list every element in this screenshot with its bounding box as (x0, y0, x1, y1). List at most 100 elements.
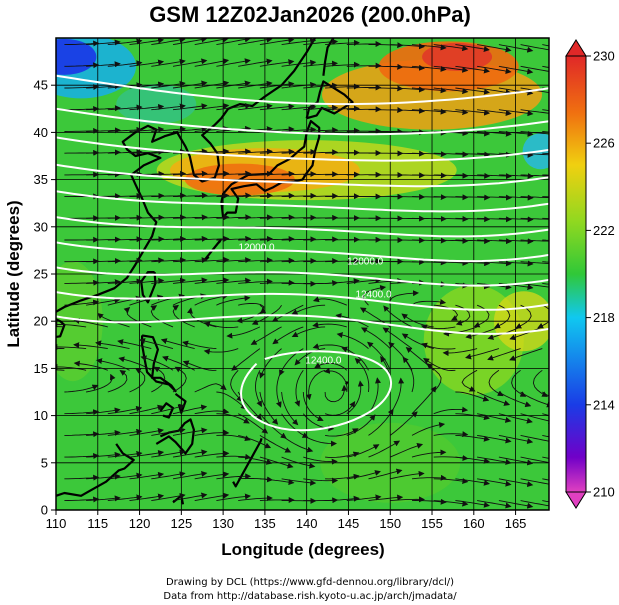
streamline (537, 304, 549, 329)
streamline (389, 411, 418, 436)
streamline (303, 38, 339, 46)
contour-label: 12400.0 (355, 290, 392, 301)
height-contour (56, 74, 549, 106)
streamline (498, 478, 534, 488)
streamline (324, 401, 356, 416)
streamline (477, 500, 512, 509)
streamline (194, 383, 227, 393)
y-tick-label: 30 (34, 219, 48, 234)
streamline (411, 498, 447, 505)
contour-label: 12000.0 (238, 242, 275, 253)
streamline (433, 151, 469, 158)
streamline (172, 58, 208, 67)
streamline (216, 80, 251, 89)
streamline (107, 149, 143, 156)
y-axis-label: Latitude (degrees) (4, 200, 23, 347)
streamline (368, 377, 381, 414)
colorbar-tick-label: 230 (593, 49, 615, 64)
streamline (498, 109, 534, 117)
streamline (56, 344, 87, 350)
streamline (346, 494, 382, 502)
chart-title: GSM 12Z02Jan2026 (200.0hPa) (149, 2, 471, 27)
streamline (303, 258, 339, 265)
streamline (64, 40, 100, 47)
streamline (151, 126, 186, 133)
streamline (433, 431, 469, 438)
height-contour (56, 190, 549, 213)
streamline (324, 384, 348, 403)
y-tick-label: 0 (41, 503, 48, 518)
streamline (487, 348, 521, 361)
streamline (194, 471, 230, 480)
streamline (86, 429, 121, 436)
streamline (281, 236, 317, 243)
streamline (259, 236, 295, 243)
streamline (488, 369, 504, 397)
streamline (151, 103, 186, 111)
streamline (238, 235, 273, 242)
streamline (64, 431, 100, 438)
streamline (325, 473, 360, 480)
streamline (129, 214, 165, 221)
streamline (86, 473, 121, 480)
credit-line-2: Data from http://database.rish.kyoto-u.a… (163, 591, 457, 602)
streamline (64, 279, 100, 286)
streamline (433, 44, 469, 52)
height-contour (56, 163, 549, 188)
streamline (216, 453, 252, 460)
streamline (203, 348, 239, 355)
credit-line-1: Drawing by DCL (https://www.gfd-dennou.o… (166, 577, 454, 588)
streamline (433, 194, 469, 201)
streamline (140, 355, 174, 371)
streamline (520, 413, 549, 424)
streamline (259, 435, 292, 453)
y-tick-label: 20 (34, 314, 48, 329)
streamline (259, 348, 282, 379)
streamline (107, 450, 143, 458)
streamline (107, 126, 143, 133)
streamline (151, 471, 186, 480)
streamline (151, 403, 186, 415)
streamline (151, 492, 186, 502)
streamline (194, 429, 230, 436)
streamline (346, 470, 381, 480)
streamline (390, 496, 425, 503)
streamline (455, 391, 490, 402)
streamline (238, 148, 273, 155)
streamline (455, 216, 491, 223)
streamline (139, 338, 174, 350)
streamline (107, 428, 143, 436)
streamline (56, 321, 87, 328)
streamline (129, 192, 165, 199)
streamline (129, 368, 146, 393)
streamline (194, 293, 229, 306)
streamline (151, 192, 187, 199)
y-tick-label: 25 (34, 267, 48, 282)
streamline (129, 148, 165, 155)
streamline (312, 321, 347, 328)
streamline (542, 239, 549, 241)
streamline (494, 304, 511, 329)
x-axis-label: Longitude (degrees) (221, 540, 384, 559)
coastline (322, 38, 335, 76)
streamline (542, 109, 549, 112)
streamline (433, 65, 469, 73)
streamline (259, 497, 295, 503)
streamline (73, 317, 108, 328)
streamline (216, 235, 252, 242)
streamline (129, 236, 165, 243)
streamline (194, 256, 230, 263)
streamline (86, 451, 121, 458)
streamline (172, 38, 208, 46)
streamline (498, 260, 534, 267)
streamline (388, 341, 413, 371)
streamline (465, 348, 500, 360)
streamline (498, 130, 534, 137)
streamline (303, 60, 339, 67)
streamline (346, 380, 364, 415)
streamline (216, 170, 252, 177)
streamline (172, 277, 208, 284)
streamline (325, 258, 360, 265)
streamline (151, 38, 186, 46)
